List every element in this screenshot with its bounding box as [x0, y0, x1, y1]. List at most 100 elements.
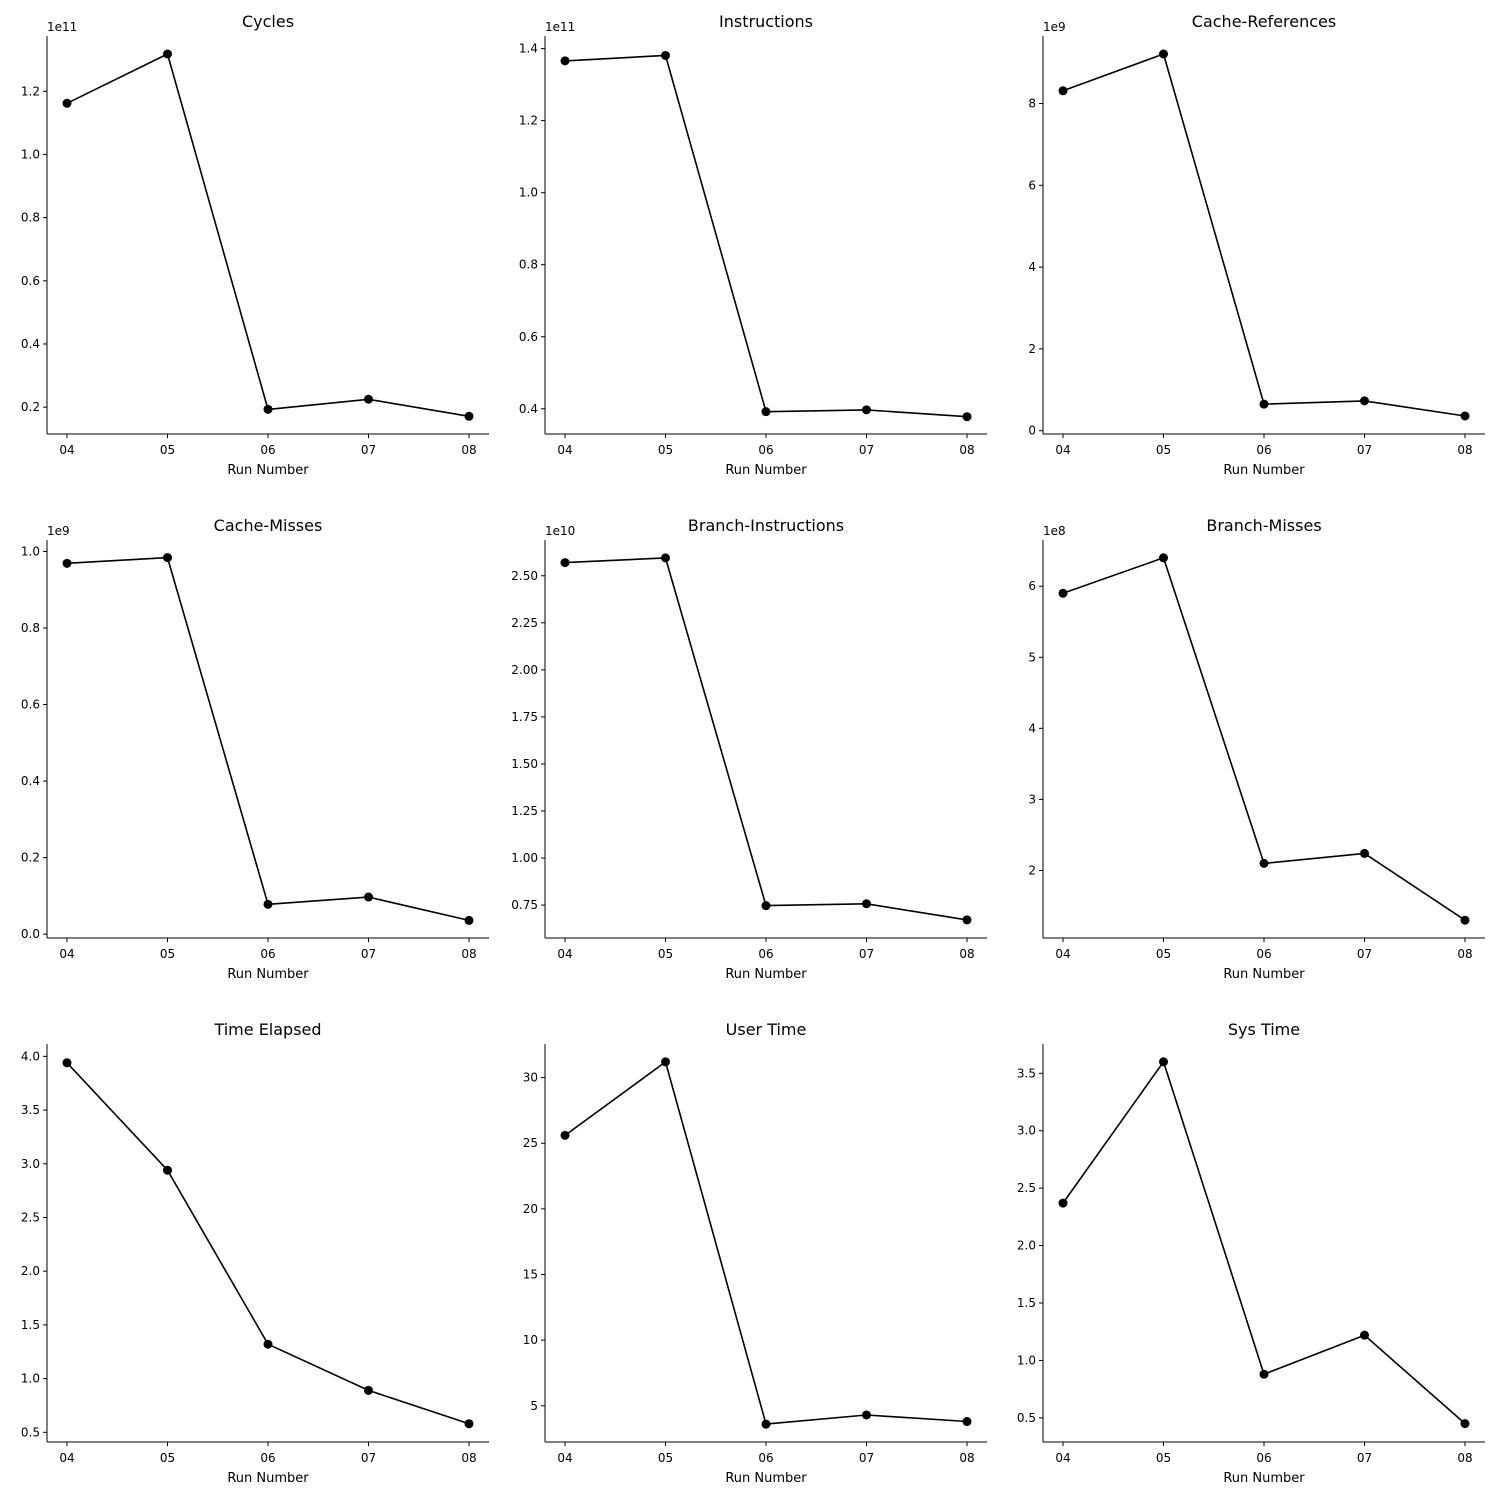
data-point	[1058, 86, 1068, 96]
chart-panel-cache-misses: Cache-Misses 0.0 0.2 0.4 0.6 0.8 1.0 04 05 06 07 08…	[21, 516, 489, 982]
chart-title: Cycles	[242, 12, 294, 31]
y-tick-label: 1.0	[21, 147, 40, 161]
data-point	[1159, 1057, 1168, 1067]
x-tick-label: 08	[1457, 947, 1472, 961]
data-point	[464, 1419, 474, 1429]
data-point	[1460, 915, 1470, 925]
data-point	[1159, 553, 1168, 563]
y-tick-label: 3.0	[1017, 1124, 1036, 1138]
x-tick-label: 04	[59, 443, 74, 457]
y-tick-label: 1.0	[21, 544, 40, 558]
x-tick-label: 07	[859, 947, 874, 961]
data-point	[1360, 848, 1369, 858]
data-point	[761, 901, 771, 911]
y-tick-label: 3.5	[1017, 1066, 1036, 1080]
x-tick-label: 08	[959, 443, 974, 457]
x-tick-label: 07	[361, 443, 376, 457]
x-tick-label: 04	[557, 443, 572, 457]
data-point	[962, 412, 972, 422]
x-tick-label: 08	[959, 947, 974, 961]
chart-panel-cycles: Cycles 0.2 0.4 0.6 0.8 1.0 1.2 04 05 06 07 08 Run Nu…	[21, 12, 489, 478]
y-tick-label: 8	[1028, 96, 1036, 110]
data-point	[560, 1130, 570, 1140]
x-tick-label: 04	[557, 947, 572, 961]
y-tick-label: 0.4	[519, 402, 538, 416]
x-tick-label: 06	[260, 1451, 275, 1465]
data-point	[263, 404, 273, 414]
y-tick-label: 1.75	[511, 710, 538, 724]
axis-offset-text: 1e11	[47, 20, 77, 34]
y-tick-label: 25	[523, 1136, 538, 1150]
chart-title: Cache-References	[1192, 12, 1336, 31]
y-tick-label: 2.50	[511, 569, 538, 583]
y-tick-label: 0	[1028, 424, 1036, 438]
y-tick-label: 2.00	[511, 663, 538, 677]
y-tick-label: 2.5	[21, 1210, 40, 1224]
y-tick-label: 0.4	[21, 337, 40, 351]
x-tick-label: 08	[461, 947, 476, 961]
data-point	[62, 98, 72, 108]
y-tick-label: 0.4	[21, 774, 40, 788]
data-point	[862, 1410, 871, 1420]
x-tick-label: 08	[1457, 1451, 1472, 1465]
y-tick-label: 0.8	[519, 258, 538, 272]
chart-title: Branch-Misses	[1206, 516, 1321, 535]
data-point	[364, 892, 373, 902]
y-tick-label: 2	[1028, 342, 1036, 356]
y-tick-label: 6	[1028, 579, 1036, 593]
x-tick-label: 04	[1055, 947, 1070, 961]
x-tick-label: 06	[758, 947, 773, 961]
axis-offset-text: 1e9	[1043, 20, 1066, 34]
y-tick-label: 0.2	[21, 851, 40, 865]
x-tick-label: 05	[1156, 947, 1171, 961]
x-tick-label: 07	[859, 1451, 874, 1465]
x-tick-label: 05	[160, 1451, 175, 1465]
data-point	[761, 407, 771, 417]
x-tick-label: 07	[1357, 443, 1372, 457]
y-tick-label: 1.5	[21, 1318, 40, 1332]
data-point	[560, 56, 570, 66]
y-tick-label: 4	[1028, 721, 1036, 735]
data-point	[661, 1057, 670, 1067]
x-tick-label: 06	[260, 443, 275, 457]
x-tick-label: 04	[59, 947, 74, 961]
axis-offset-text: 1e11	[545, 20, 575, 34]
y-tick-label: 1.2	[21, 84, 40, 98]
y-tick-label: 1.0	[519, 186, 538, 200]
data-point	[1259, 1369, 1269, 1379]
chart-title: Instructions	[719, 12, 813, 31]
data-point	[163, 1165, 172, 1175]
series-line	[1062, 1061, 1466, 1425]
y-tick-label: 2.0	[21, 1264, 40, 1278]
chart-panel-instructions: Instructions 0.4 0.6 0.8 1.0 1.2 1.4 04 05 06 07 08…	[519, 12, 987, 478]
y-tick-label: 20	[523, 1202, 538, 1216]
data-point	[661, 50, 670, 60]
x-tick-label: 08	[959, 1451, 974, 1465]
y-tick-label: 0.5	[21, 1425, 40, 1439]
chart-title: Time Elapsed	[213, 1020, 321, 1039]
data-point	[1360, 396, 1369, 406]
chart-panel-time-elapsed: Time Elapsed 0.5 1.0 1.5 2.0 2.5 3.0 3.5 4.0 04 05…	[21, 1020, 489, 1486]
y-tick-label: 4.0	[21, 1049, 40, 1063]
data-point	[1159, 49, 1168, 59]
chart-panel-branch-instructions: Branch-Instructions 0.75 1.00 1.25 1.50 1.75 2…	[511, 516, 987, 982]
x-tick-label: 04	[1055, 1451, 1070, 1465]
x-axis-label: Run Number	[1223, 463, 1305, 478]
x-tick-label: 06	[1256, 443, 1271, 457]
axis-offset-text: 1e10	[545, 524, 575, 538]
x-tick-label: 05	[160, 947, 175, 961]
y-tick-label: 3.0	[21, 1157, 40, 1171]
y-tick-label: 0.8	[21, 621, 40, 635]
y-tick-label: 10	[523, 1333, 538, 1347]
y-tick-label: 0.2	[21, 400, 40, 414]
x-tick-label: 07	[361, 947, 376, 961]
data-point	[1460, 1419, 1470, 1429]
y-tick-label: 0.75	[511, 898, 538, 912]
x-axis-label: Run Number	[227, 463, 309, 478]
x-tick-label: 07	[1357, 947, 1372, 961]
y-tick-label: 3.5	[21, 1103, 40, 1117]
series-line	[66, 1062, 470, 1425]
x-tick-label: 04	[557, 1451, 572, 1465]
y-tick-label: 2.0	[1017, 1239, 1036, 1253]
data-point	[661, 553, 670, 563]
